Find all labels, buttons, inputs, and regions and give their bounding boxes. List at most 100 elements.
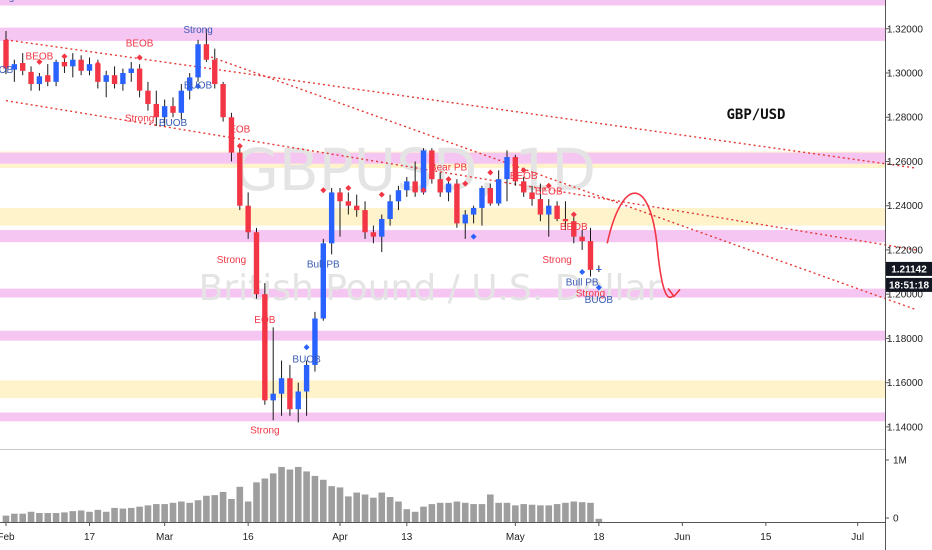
volume-bar xyxy=(111,507,118,522)
candle-body[interactable] xyxy=(420,150,427,193)
candle-body[interactable] xyxy=(61,61,68,67)
candle-body[interactable] xyxy=(145,90,151,104)
date-tick-label: May xyxy=(506,532,525,543)
candle-body[interactable] xyxy=(95,64,101,82)
date-tick-label: Jul xyxy=(851,532,864,543)
candle-body[interactable] xyxy=(504,157,510,180)
volume-axis[interactable]: 1M 0 xyxy=(885,456,907,525)
candle-body[interactable] xyxy=(253,232,260,295)
volume-bar xyxy=(487,494,494,522)
candle-body[interactable] xyxy=(587,241,594,270)
candle-body[interactable] xyxy=(3,39,9,69)
price-tick-label: 1.24000 xyxy=(887,201,924,212)
candle-body[interactable] xyxy=(78,59,84,71)
candle-body[interactable] xyxy=(203,44,210,60)
candle-body[interactable] xyxy=(245,205,251,233)
signal-label: BEOB xyxy=(535,187,563,198)
candle-body[interactable] xyxy=(579,236,585,242)
candle-body[interactable] xyxy=(237,152,243,206)
candle-body[interactable] xyxy=(354,205,360,211)
candle-body[interactable] xyxy=(295,391,301,410)
candle-body[interactable] xyxy=(220,84,226,118)
candle-body[interactable] xyxy=(53,61,59,82)
volume-bar xyxy=(503,502,511,522)
volume-bar xyxy=(286,469,294,522)
candle-body[interactable] xyxy=(20,63,26,71)
candle-body[interactable] xyxy=(287,378,293,410)
candle-body[interactable] xyxy=(337,192,343,202)
bearish-diamond-icon xyxy=(487,169,494,176)
candle-body[interactable] xyxy=(228,117,235,153)
candle-body[interactable] xyxy=(521,181,527,193)
candle-body[interactable] xyxy=(153,103,159,118)
sr-zone xyxy=(0,412,885,422)
candle-body[interactable] xyxy=(379,218,385,237)
candle-body[interactable] xyxy=(103,75,109,82)
candle-body[interactable] xyxy=(262,294,268,401)
volume-bar xyxy=(353,492,360,522)
price-axis[interactable]: 1.32000 1.30000 1.28000 1.26000 1.24000 1.220… xyxy=(885,24,923,433)
candle-body[interactable] xyxy=(370,232,377,237)
time-axis[interactable]: Feb 17 Mar 16 Apr 13 May 18 Jun 15 Jul xyxy=(0,522,864,543)
candle-body[interactable] xyxy=(312,318,318,365)
candle-body[interactable] xyxy=(529,192,535,200)
candle-body[interactable] xyxy=(320,243,326,319)
price-tick-label: 1.22000 xyxy=(887,245,924,256)
volume-bar xyxy=(261,478,269,522)
candle-body[interactable] xyxy=(45,75,51,82)
candle-body[interactable] xyxy=(36,76,43,85)
candle-body[interactable] xyxy=(136,68,143,91)
volume-bar xyxy=(102,511,110,522)
candles-layer[interactable] xyxy=(3,28,602,423)
candle-body[interactable] xyxy=(187,77,193,91)
candle-body[interactable] xyxy=(470,207,477,215)
countdown-label: 18:51:18 xyxy=(889,280,929,291)
candle-body[interactable] xyxy=(412,181,418,193)
countdown-box xyxy=(886,277,932,292)
candle-body[interactable] xyxy=(429,150,435,180)
candle-body[interactable] xyxy=(404,181,410,191)
candle-body[interactable] xyxy=(362,210,368,233)
candle-body[interactable] xyxy=(562,218,569,222)
candle-body[interactable] xyxy=(387,201,393,219)
candle-body[interactable] xyxy=(546,205,552,215)
candle-body[interactable] xyxy=(462,214,468,224)
candle-body[interactable] xyxy=(571,221,577,237)
signal-label: BUOB xyxy=(585,295,614,306)
candle-body[interactable] xyxy=(454,183,460,224)
candle-body[interactable] xyxy=(495,179,502,204)
candle-body[interactable] xyxy=(161,106,168,118)
candle-body[interactable] xyxy=(328,192,335,244)
candle-body[interactable] xyxy=(278,378,285,394)
candle-body[interactable] xyxy=(120,72,126,85)
candle-body[interactable] xyxy=(345,201,352,206)
candle-body[interactable] xyxy=(487,188,493,204)
candle-body[interactable] xyxy=(178,90,185,113)
candle-body[interactable] xyxy=(195,44,201,78)
candle-body[interactable] xyxy=(537,199,544,215)
candle-body[interactable] xyxy=(170,106,176,113)
bearish-diamond-icon xyxy=(445,176,452,183)
candle-body[interactable] xyxy=(479,188,485,208)
candle-body[interactable] xyxy=(11,64,18,70)
candle-body[interactable] xyxy=(554,205,560,219)
candle-body[interactable] xyxy=(128,68,134,73)
candle-body[interactable] xyxy=(212,59,218,85)
current-price-badge: 1.21142 18:51:18 xyxy=(886,261,932,292)
candle-body[interactable] xyxy=(303,364,310,392)
candle-body[interactable] xyxy=(270,393,276,401)
candle-body[interactable] xyxy=(70,59,76,67)
candle-body[interactable] xyxy=(445,183,452,193)
candle-body[interactable] xyxy=(437,179,443,193)
candle-body[interactable] xyxy=(111,75,118,85)
candle-body[interactable] xyxy=(28,71,34,85)
candle-body[interactable] xyxy=(86,64,93,71)
volume-bar xyxy=(36,513,43,522)
bullish-diamond-icon xyxy=(303,344,310,351)
candle-body[interactable] xyxy=(596,268,602,270)
volume-tick-label: 1M xyxy=(893,456,907,467)
candle-body[interactable] xyxy=(395,190,402,202)
candle-body[interactable] xyxy=(512,157,519,182)
bearish-diamond-icon xyxy=(420,187,427,194)
